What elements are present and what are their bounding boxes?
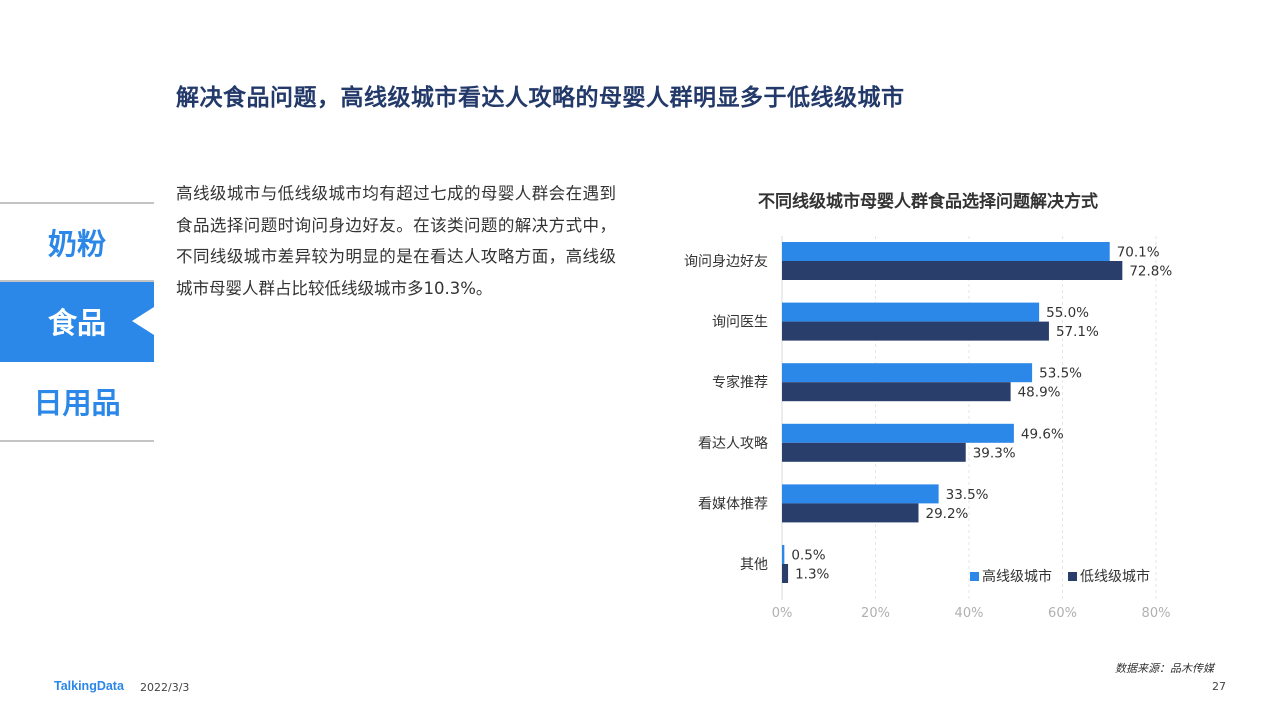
bar-low-tier — [782, 261, 1123, 280]
data-label: 48.9% — [1018, 385, 1061, 401]
summary-text: 高线级城市与低线级城市均有超过七成的母婴人群会在遇到食品选择问题时询问身边好友。… — [176, 184, 616, 298]
talkingdata-logo: TalkingData — [54, 679, 124, 693]
page-number: 27 — [1212, 680, 1226, 693]
bar-high-tier — [782, 423, 1014, 443]
active-indicator-arrow-icon — [132, 307, 154, 335]
x-tick-label: 40% — [955, 606, 984, 621]
bar-low-tier — [782, 321, 1049, 341]
data-label: 57.1% — [1056, 324, 1099, 340]
bar-low-tier — [782, 382, 1011, 402]
data-label: 70.1% — [1117, 245, 1160, 261]
bar-low-tier — [782, 442, 966, 462]
legend-swatch-icon — [970, 571, 979, 581]
data-source: 数据来源：品木传媒 — [1115, 662, 1214, 675]
sidebar-nav: 奶粉 食品 日用品 — [0, 202, 154, 442]
bar-high-tier — [782, 484, 939, 504]
category-label: 看达人攻略 — [698, 436, 768, 452]
bar-high-tier — [782, 302, 1040, 322]
sidebar-item-label: 食品 — [47, 306, 106, 340]
data-label: 72.8% — [1129, 264, 1172, 280]
bar-high-tier — [782, 545, 785, 564]
data-label: 53.5% — [1039, 366, 1082, 382]
data-label: 55.0% — [1046, 305, 1089, 321]
bar-high-tier — [782, 242, 1110, 261]
sidebar-item-label: 奶粉 — [47, 227, 106, 261]
category-label: 询问身边好友 — [684, 254, 768, 270]
legend-label: 高线级城市 — [982, 569, 1052, 585]
legend-label: 低线级城市 — [1080, 569, 1150, 585]
data-label: 29.2% — [926, 506, 969, 522]
data-label: 49.6% — [1021, 426, 1064, 442]
legend-item-high-tier: 高线级城市 — [970, 566, 1052, 586]
sidebar-item-label: 日用品 — [33, 386, 121, 420]
footer-date: 2022/3/3 — [140, 681, 190, 694]
bar-high-tier — [782, 363, 1033, 383]
data-label: 0.5% — [791, 548, 825, 564]
category-label: 询问医生 — [712, 315, 768, 331]
sidebar-item-daily-goods[interactable]: 日用品 — [0, 362, 154, 442]
legend-swatch-icon — [1068, 571, 1077, 581]
bar-low-tier — [782, 564, 789, 583]
data-label: 1.3% — [795, 567, 829, 583]
x-tick-label: 0% — [772, 606, 793, 621]
category-label: 专家推荐 — [712, 374, 768, 391]
category-label: 看媒体推荐 — [698, 496, 768, 512]
x-tick-label: 60% — [1048, 606, 1077, 621]
sidebar-item-milk-powder[interactable]: 奶粉 — [0, 202, 154, 282]
category-label: 其他 — [740, 557, 768, 573]
data-label: 39.3% — [973, 445, 1016, 461]
data-label: 33.5% — [946, 487, 989, 503]
x-tick-label: 20% — [861, 606, 890, 621]
legend-item-low-tier: 低线级城市 — [1068, 566, 1150, 586]
page-title: 解决食品问题，高线级城市看达人攻略的母婴人群明显多于低线级城市 — [176, 85, 905, 111]
chart-legend: 高线级城市 低线级城市 — [970, 566, 1150, 586]
chart-title: 不同线级城市母婴人群食品选择问题解决方式 — [758, 192, 1098, 212]
bar-low-tier — [782, 503, 919, 523]
sidebar-item-food[interactable]: 食品 — [0, 282, 154, 362]
x-tick-label: 80% — [1142, 606, 1171, 621]
